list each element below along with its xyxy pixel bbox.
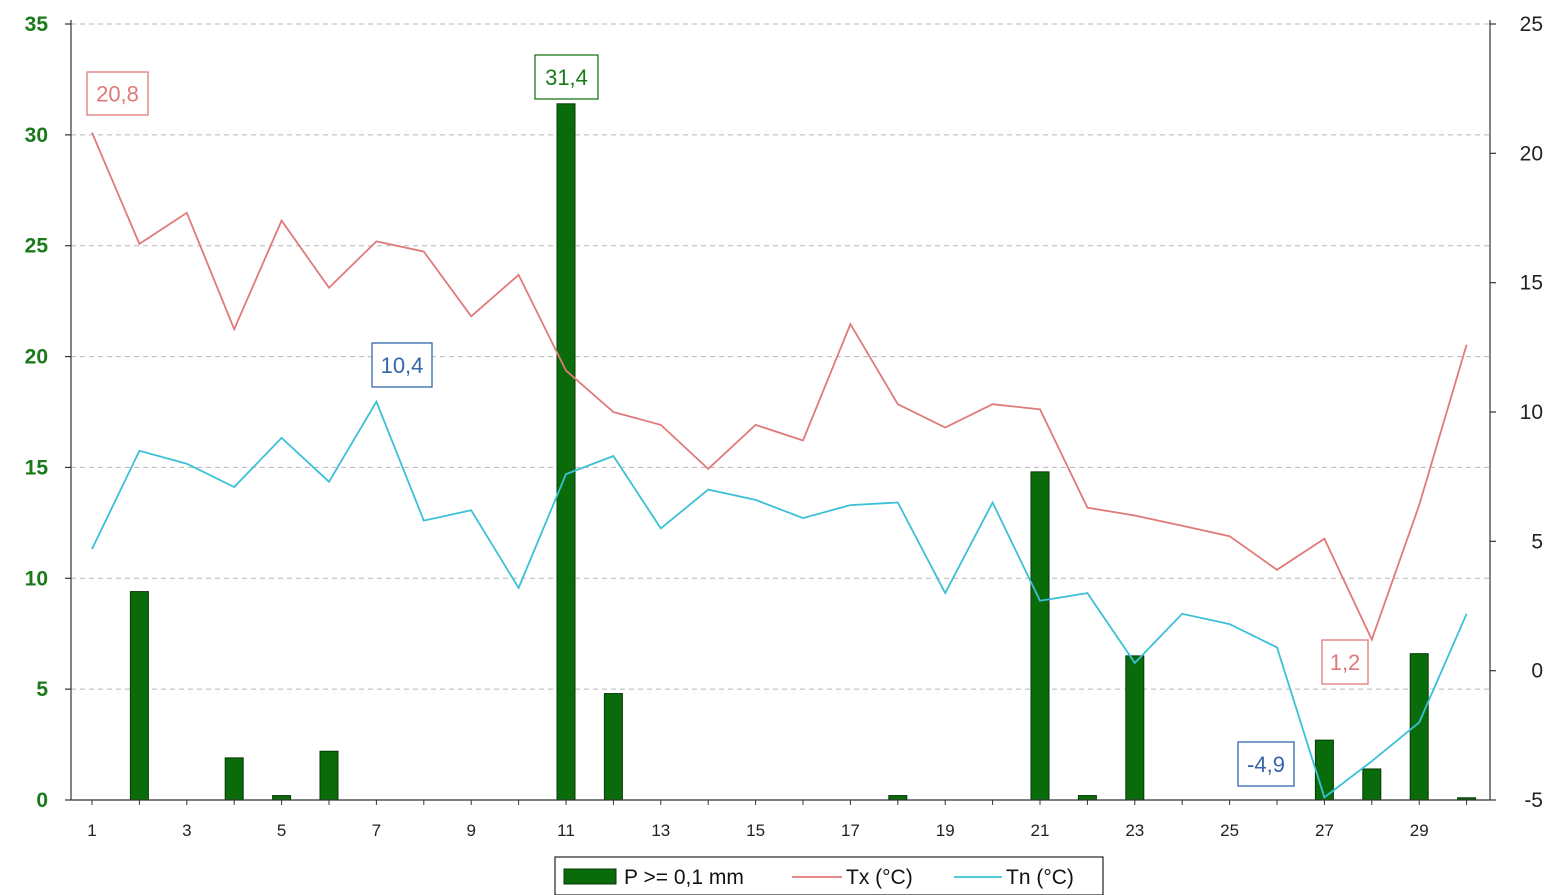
y-left-tick-label: 20 bbox=[25, 346, 48, 369]
annotation-label: -4,9 bbox=[1237, 741, 1295, 787]
x-tick-label: 23 bbox=[1125, 821, 1144, 840]
legend-box bbox=[554, 856, 1104, 895]
annotation-label: 10,4 bbox=[371, 342, 433, 388]
x-tick-label: 25 bbox=[1220, 821, 1239, 840]
x-tick-label: 21 bbox=[1031, 821, 1050, 840]
bar-day-23 bbox=[1125, 655, 1145, 801]
x-tick-label: 17 bbox=[841, 821, 860, 840]
y-left-tick-label: 0 bbox=[36, 789, 48, 812]
x-tick-label: 15 bbox=[746, 821, 765, 840]
bar-day-22 bbox=[1077, 795, 1097, 801]
bars-precipitation bbox=[129, 103, 1477, 801]
x-tick-label: 27 bbox=[1315, 821, 1334, 840]
bar-day-21 bbox=[1030, 471, 1050, 801]
annotation-label: 1,2 bbox=[1321, 639, 1369, 685]
legend-label-tn: Tn (°C) bbox=[1006, 866, 1074, 889]
annotation-text: -4,9 bbox=[1247, 752, 1285, 777]
annotation-box bbox=[371, 342, 433, 388]
legend-swatch-precipitation bbox=[563, 868, 617, 885]
annotation-text: 1,2 bbox=[1330, 650, 1361, 675]
x-tick-label: 9 bbox=[466, 821, 475, 840]
x-tick-label: 5 bbox=[277, 821, 286, 840]
bar-day-27 bbox=[1314, 739, 1334, 801]
x-tick-label: 11 bbox=[557, 821, 575, 840]
x-tick-label: 13 bbox=[651, 821, 670, 840]
grid-lines bbox=[71, 23, 1490, 690]
x-tick-label: 3 bbox=[182, 821, 191, 840]
y-left-tick-label: 5 bbox=[36, 678, 48, 701]
y-right-tick-label: 5 bbox=[1531, 530, 1543, 553]
legend-label-precipitation: P >= 0,1 mm bbox=[624, 866, 744, 889]
bar-day-6 bbox=[319, 750, 339, 801]
bar-day-28 bbox=[1362, 768, 1382, 801]
y-left-tick-label: 35 bbox=[25, 13, 49, 36]
line-tn bbox=[91, 399, 1468, 799]
y-right-tick-label: 0 bbox=[1531, 660, 1543, 683]
bar-day-18 bbox=[888, 795, 908, 801]
y-right-tick-label: 15 bbox=[1520, 272, 1543, 295]
annotation-box bbox=[1321, 639, 1369, 685]
y-left-tick-label: 10 bbox=[25, 567, 48, 590]
annotation-text: 10,4 bbox=[381, 353, 424, 378]
y-left-tick-label: 25 bbox=[25, 235, 49, 258]
annotations: 31,4 20,8 1,2 10,4 -4,9 bbox=[86, 54, 1369, 787]
x-tick-label: 1 bbox=[87, 821, 96, 840]
x-tick-label: 7 bbox=[372, 821, 381, 840]
y-right-tick-label: -5 bbox=[1524, 789, 1543, 812]
temperature-lines bbox=[91, 132, 1468, 799]
y-right-tick-label: 20 bbox=[1520, 142, 1543, 165]
annotation-box bbox=[1237, 741, 1295, 787]
y-right-tick-label: 25 bbox=[1520, 13, 1543, 36]
annotation-text: 20,8 bbox=[96, 82, 139, 107]
annotation-label: 20,8 bbox=[86, 71, 149, 116]
line-tx bbox=[91, 132, 1468, 642]
y-left-tick-label: 15 bbox=[25, 456, 49, 479]
x-tick-label: 19 bbox=[936, 821, 955, 840]
annotation-box bbox=[86, 71, 149, 116]
annotation-label: 31,4 bbox=[534, 54, 599, 100]
bar-day-12 bbox=[603, 693, 623, 801]
bar-day-11 bbox=[556, 103, 576, 801]
legend: P >= 0,1 mm Tx (°C) Tn (°C) bbox=[554, 856, 1104, 895]
y-left-tick-label: 30 bbox=[25, 124, 48, 147]
bar-day-2 bbox=[129, 591, 149, 801]
y-right-tick-label: 10 bbox=[1520, 401, 1543, 424]
bar-day-4 bbox=[224, 757, 244, 801]
annotation-text: 31,4 bbox=[545, 65, 588, 90]
x-tick-label: 29 bbox=[1410, 821, 1429, 840]
annotation-box bbox=[534, 54, 599, 100]
bar-day-5 bbox=[272, 795, 292, 801]
legend-label-tx: Tx (°C) bbox=[846, 866, 913, 889]
